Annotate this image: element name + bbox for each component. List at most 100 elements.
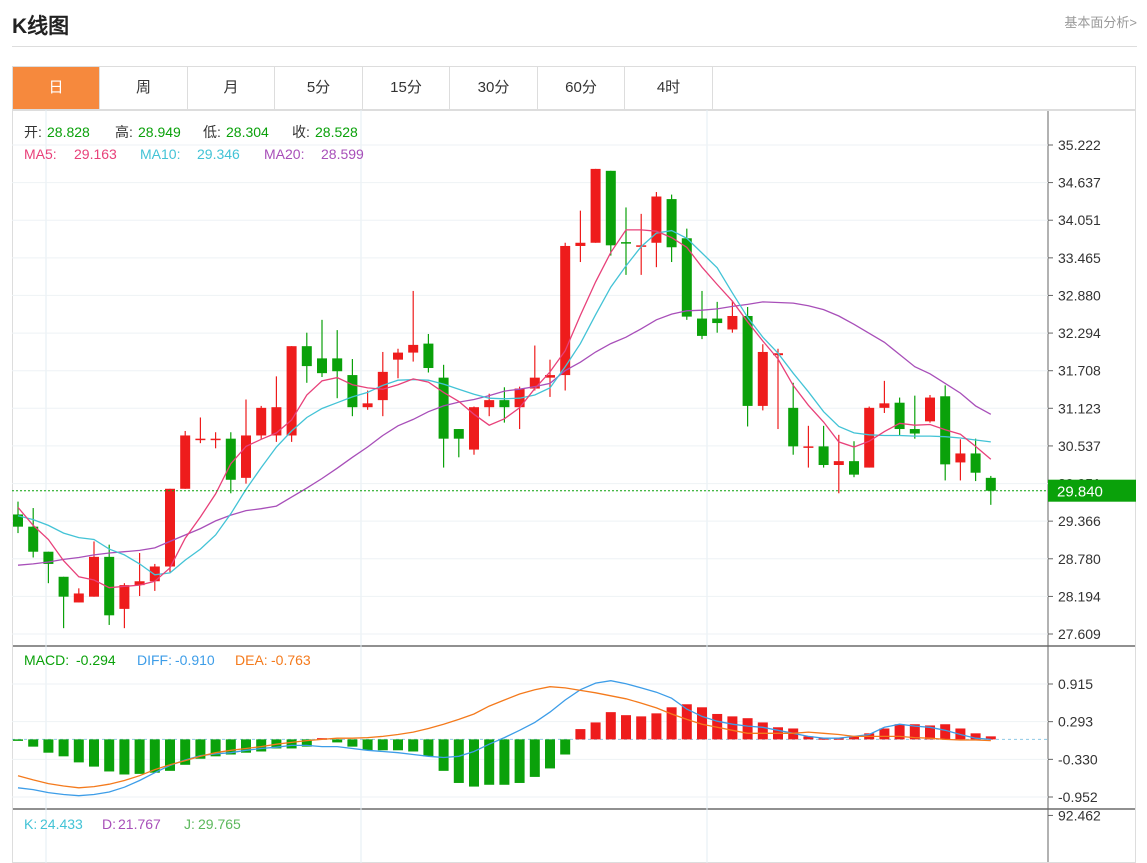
candle-body bbox=[271, 407, 282, 436]
tab-month[interactable]: 月 bbox=[188, 67, 275, 109]
macd-bar bbox=[362, 739, 373, 751]
candle-body bbox=[28, 526, 39, 552]
open-value: 28.828 bbox=[47, 124, 90, 140]
dea-line bbox=[17, 686, 991, 789]
tab-day[interactable]: 日 bbox=[13, 67, 100, 109]
candle-body bbox=[788, 407, 799, 447]
chart-grid bbox=[12, 110, 1136, 863]
macd-bar bbox=[347, 739, 358, 747]
macd-info: MACD: -0.294 DIFF: -0.910 DEA: -0.763 bbox=[24, 652, 311, 668]
macd-bar bbox=[970, 733, 981, 740]
candle-body bbox=[697, 318, 707, 336]
candle-body bbox=[332, 358, 343, 372]
macd-bar bbox=[438, 739, 449, 771]
y-tick-label: 0.915 bbox=[1058, 676, 1093, 692]
candle-body bbox=[149, 566, 160, 582]
macd-bar bbox=[301, 739, 312, 747]
y-tick-label: 28.780 bbox=[1058, 551, 1101, 567]
candle-body bbox=[605, 170, 616, 246]
y-tick-label: -0.330 bbox=[1058, 751, 1098, 767]
close-label: 收: bbox=[292, 124, 310, 140]
macd-bar bbox=[423, 739, 434, 757]
candle-body bbox=[165, 488, 175, 567]
ma5-line bbox=[17, 229, 992, 589]
macd-bar bbox=[621, 715, 631, 740]
y-tick-label: 29.366 bbox=[1058, 513, 1101, 529]
tab-5min[interactable]: 5分 bbox=[276, 67, 363, 109]
candle-body bbox=[453, 429, 464, 439]
ma20-value: 28.599 bbox=[321, 146, 364, 162]
candle-body bbox=[681, 238, 692, 317]
candle-body bbox=[408, 344, 419, 353]
y-tick-label: 33.465 bbox=[1058, 250, 1101, 266]
tab-15min[interactable]: 15分 bbox=[363, 67, 450, 109]
macd-bar bbox=[58, 739, 69, 757]
macd-bar bbox=[13, 739, 23, 741]
y-tick-label: 28.194 bbox=[1058, 588, 1101, 604]
macd-bar bbox=[43, 739, 54, 753]
candle-body bbox=[833, 461, 844, 466]
candle-body bbox=[909, 429, 920, 434]
candle-body bbox=[317, 358, 327, 374]
diff-value: -0.910 bbox=[175, 652, 215, 668]
candle-body bbox=[985, 477, 996, 491]
macd-bar bbox=[89, 739, 99, 767]
k-value: 24.433 bbox=[40, 816, 83, 832]
candle-body bbox=[879, 403, 890, 408]
macd-bar bbox=[636, 716, 647, 740]
fundamental-analysis-link[interactable]: 基本面分析> bbox=[1064, 15, 1137, 30]
ma10-line bbox=[17, 229, 991, 576]
candle-body bbox=[362, 403, 373, 408]
candle-body bbox=[970, 453, 981, 473]
macd-label: MACD: bbox=[24, 652, 69, 668]
y-tick-label: 35.222 bbox=[1058, 137, 1101, 153]
y-tick-label: 30.537 bbox=[1058, 438, 1101, 454]
tab-30min[interactable]: 30分 bbox=[451, 67, 538, 109]
candle-body bbox=[925, 397, 935, 422]
d-label: D: bbox=[102, 816, 116, 832]
dea-value: -0.763 bbox=[271, 652, 311, 668]
ma5-value: 29.163 bbox=[74, 146, 117, 162]
j-label: J: bbox=[184, 816, 195, 832]
d-value: 21.767 bbox=[118, 816, 161, 832]
macd-bar bbox=[651, 713, 662, 740]
macd-bar bbox=[833, 738, 844, 740]
macd-bar bbox=[985, 736, 996, 740]
macd-bar bbox=[894, 724, 905, 740]
macd-bar bbox=[453, 739, 464, 783]
candle-body bbox=[499, 400, 510, 408]
ma5-label: MA5: bbox=[24, 146, 57, 162]
macd-bar bbox=[697, 707, 707, 740]
macd-series bbox=[12, 680, 1048, 797]
candle-body bbox=[58, 576, 69, 597]
candle-body bbox=[712, 318, 723, 324]
macd-bar bbox=[484, 739, 495, 785]
y-tick-label: 32.294 bbox=[1058, 325, 1101, 341]
macd-bar bbox=[940, 724, 951, 740]
y-tick-label: 31.123 bbox=[1058, 400, 1101, 416]
tab-4hour[interactable]: 4时 bbox=[626, 67, 713, 109]
macd-bar bbox=[529, 739, 540, 777]
candle-body bbox=[210, 438, 221, 441]
candle-body bbox=[651, 196, 662, 243]
candle-body bbox=[955, 453, 966, 463]
macd-bar bbox=[849, 736, 859, 740]
dea-label: DEA: bbox=[235, 652, 268, 668]
ma10-label: MA10: bbox=[140, 146, 180, 162]
ohlc-info: 开: 28.828 高: 28.949 低: 28.304 收: 28.528 bbox=[24, 124, 358, 140]
macd-bar bbox=[818, 738, 829, 740]
candle-body bbox=[803, 446, 814, 448]
macd-bar bbox=[727, 716, 738, 740]
tab-60min[interactable]: 60分 bbox=[538, 67, 625, 109]
candle-body bbox=[484, 400, 495, 408]
moving-average-lines bbox=[17, 229, 992, 589]
macd-bar bbox=[73, 739, 84, 763]
macd-bar bbox=[575, 729, 586, 740]
candle-body bbox=[225, 438, 236, 480]
macd-bar bbox=[210, 739, 221, 757]
k-label: K: bbox=[24, 816, 37, 832]
page-title: K线图 bbox=[12, 15, 70, 38]
macd-bar bbox=[514, 739, 525, 783]
tab-week[interactable]: 周 bbox=[101, 67, 188, 109]
y-tick-label: 0.293 bbox=[1058, 714, 1093, 730]
